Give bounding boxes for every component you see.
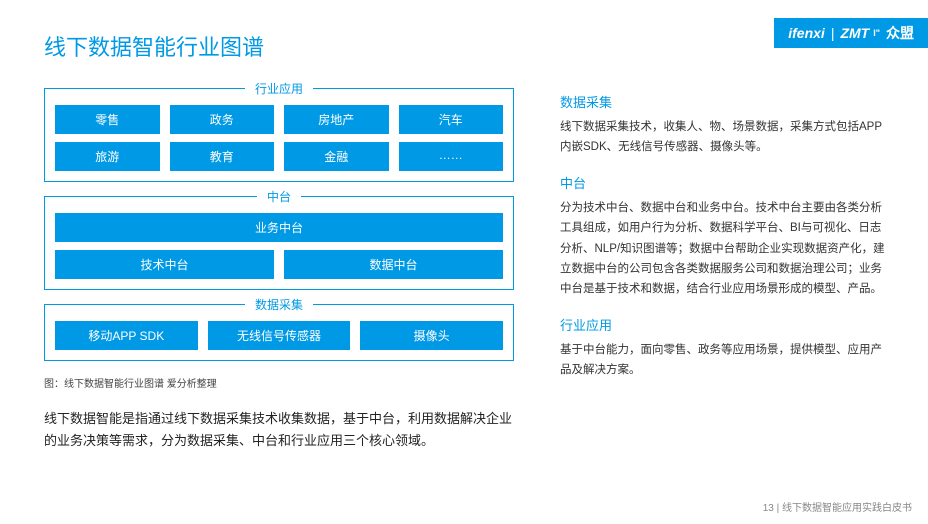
page-title: 线下数据智能行业图谱 (44, 30, 264, 62)
brand-sup: I" (873, 28, 880, 38)
section-title: 数据采集 (560, 92, 890, 111)
chip: 旅游 (55, 142, 160, 171)
group-label: 数据采集 (245, 296, 313, 313)
group-label: 行业应用 (245, 80, 313, 97)
section-collect: 数据采集 线下数据采集技术，收集人、物、场景数据，采集方式包括APP内嵌SDK、… (560, 92, 890, 157)
footer-sep: | (774, 503, 782, 514)
chip: 教育 (170, 142, 275, 171)
page-footer: 13 | 线下数据智能应用实践白皮书 (763, 499, 912, 514)
doc-title: 线下数据智能应用实践白皮书 (782, 503, 912, 514)
group-industry: 行业应用 零售 政务 房地产 汽车 旅游 教育 金融 …… (44, 88, 514, 182)
chip: 技术中台 (55, 250, 274, 279)
section-middle: 中台 分为技术中台、数据中台和业务中台。技术中台主要由各类分析工具组成，如用户行… (560, 173, 890, 299)
section-body: 基于中台能力，面向零售、政务等应用场景，提供模型、应用产品及解决方案。 (560, 340, 890, 380)
chip: 零售 (55, 105, 160, 134)
section-title: 行业应用 (560, 315, 890, 334)
summary-paragraph: 线下数据智能是指通过线下数据采集技术收集数据，基于中台，利用数据解决企业的业务决… (44, 408, 514, 452)
group-collect: 数据采集 移动APP SDK 无线信号传感器 摄像头 (44, 304, 514, 361)
brand-cn: 众盟 (886, 23, 914, 43)
section-title: 中台 (560, 173, 890, 192)
page-number: 13 (763, 503, 774, 514)
brand-ifenxi: ifenxi (788, 25, 825, 41)
chip: 房地产 (284, 105, 389, 134)
group-label: 中台 (257, 188, 301, 205)
chip: 移动APP SDK (55, 321, 198, 350)
brand-zmt: ZMT (840, 25, 869, 41)
chip: 政务 (170, 105, 275, 134)
chip: 业务中台 (55, 213, 503, 242)
brand-bar: ifenxi | ZMT I" 众盟 (774, 18, 928, 48)
group-middle: 中台 业务中台 技术中台 数据中台 (44, 196, 514, 290)
chip: 汽车 (399, 105, 504, 134)
text-column: 数据采集 线下数据采集技术，收集人、物、场景数据，采集方式包括APP内嵌SDK、… (560, 92, 890, 396)
chip: 摄像头 (360, 321, 503, 350)
chip: …… (399, 142, 504, 171)
diagram-caption: 图：线下数据智能行业图谱 爱分析整理 (44, 375, 514, 390)
section-industry: 行业应用 基于中台能力，面向零售、政务等应用场景，提供模型、应用产品及解决方案。 (560, 315, 890, 380)
brand-sep: | (831, 25, 835, 41)
diagram-column: 行业应用 零售 政务 房地产 汽车 旅游 教育 金融 …… 中台 业务中台 技术… (44, 88, 514, 452)
chip: 数据中台 (284, 250, 503, 279)
section-body: 分为技术中台、数据中台和业务中台。技术中台主要由各类分析工具组成，如用户行为分析… (560, 198, 890, 299)
chip: 金融 (284, 142, 389, 171)
chip: 无线信号传感器 (208, 321, 351, 350)
section-body: 线下数据采集技术，收集人、物、场景数据，采集方式包括APP内嵌SDK、无线信号传… (560, 117, 890, 157)
